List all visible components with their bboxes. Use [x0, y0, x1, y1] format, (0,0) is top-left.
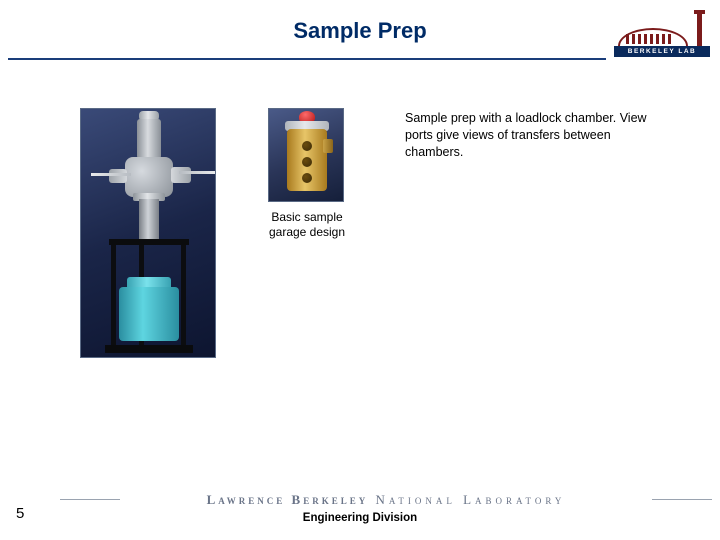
top-stack-icon — [137, 119, 161, 159]
header-divider — [8, 58, 606, 60]
berkeley-lab-logo: BERKELEY LAB — [612, 8, 712, 58]
stand-leg-icon — [111, 245, 116, 345]
footer-lab-bold: Lawrence Berkeley — [207, 492, 369, 507]
transfer-rod-left-icon — [91, 173, 131, 176]
right-port-icon — [171, 167, 191, 183]
image-label: Basic sample garage design — [256, 210, 358, 240]
transfer-rod-right-icon — [179, 171, 215, 174]
slide-header: Sample Prep BERKELEY LAB — [0, 0, 720, 62]
page-title: Sample Prep — [293, 18, 426, 44]
garage-viewport-icon — [302, 173, 312, 183]
footer-lab-name: Lawrence Berkeley National Laboratory — [122, 492, 650, 508]
logo-bar: BERKELEY LAB — [614, 46, 710, 57]
apparatus-render-image — [80, 108, 216, 358]
description-text: Sample prep with a loadlock chamber. Vie… — [405, 110, 665, 161]
stand-leg-icon — [181, 245, 186, 345]
footer-lab-rest: National Laboratory — [368, 492, 565, 507]
footer-rule-left — [60, 499, 120, 500]
garage-render-image — [268, 108, 344, 202]
slide-content: Sample prep with a loadlock chamber. Vie… — [0, 90, 720, 480]
left-port-icon — [109, 169, 127, 183]
footer-division: Engineering Division — [0, 512, 720, 524]
column-icon — [139, 199, 159, 243]
chamber-icon — [125, 157, 173, 197]
stand-top-icon — [109, 239, 189, 245]
garage-side-port-icon — [323, 139, 333, 153]
logo-columns-icon — [626, 34, 671, 44]
pump-body-icon — [119, 287, 179, 341]
slide-footer: 5 Lawrence Berkeley National Laboratory … — [0, 482, 720, 540]
logo-text: BERKELEY LAB — [628, 48, 696, 55]
garage-viewport-icon — [302, 141, 312, 151]
stand-base-icon — [105, 345, 193, 353]
footer-rule-right — [652, 499, 712, 500]
garage-viewport-icon — [302, 157, 312, 167]
logo-campanile-icon — [697, 12, 702, 46]
